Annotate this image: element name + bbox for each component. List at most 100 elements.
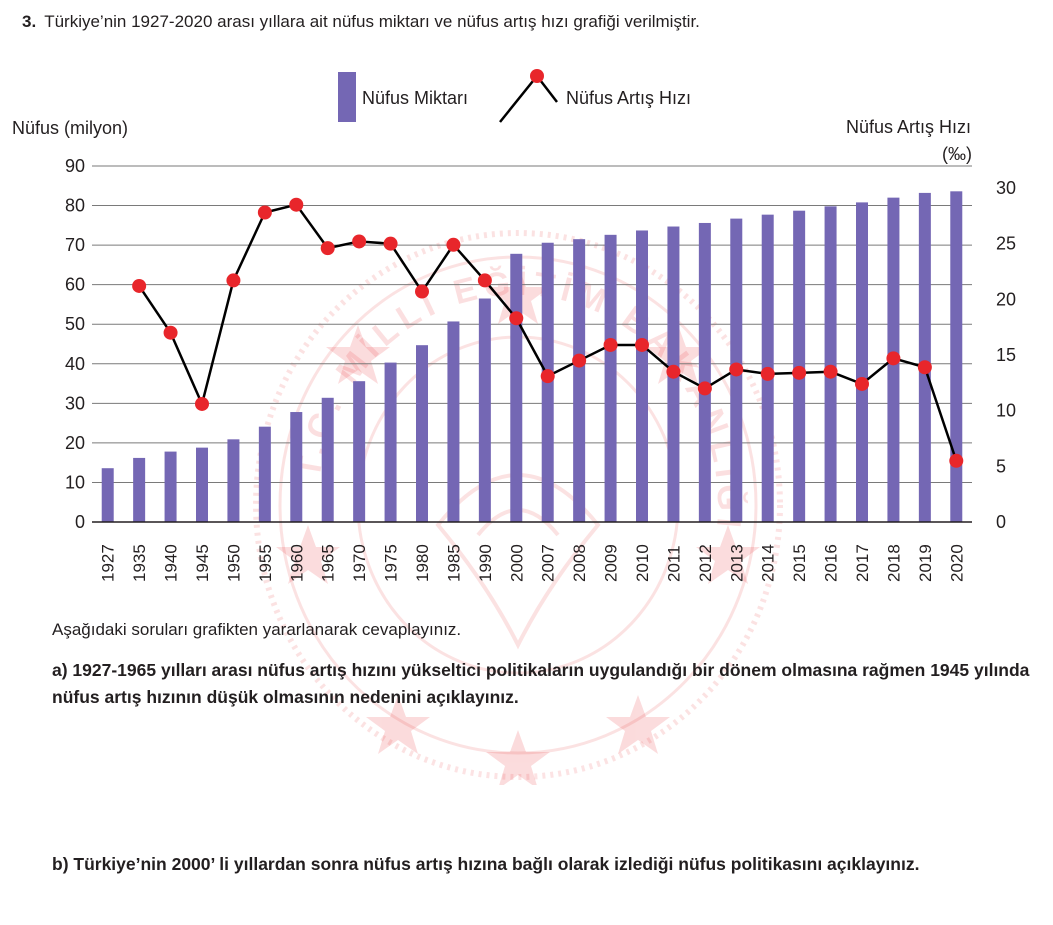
y-left-tick-label: 0 [75, 512, 85, 532]
x-tick-label: 1985 [444, 544, 463, 582]
population-bar [447, 321, 460, 522]
question-header: 3. Türkiye’nin 1927-2020 arası yıllara ai… [22, 12, 700, 32]
growth-rate-point [289, 197, 304, 212]
population-bar [918, 192, 931, 523]
population-bar [133, 457, 146, 522]
y-right-tick-label: 5 [996, 456, 1006, 476]
y-left-axis-title: Nüfus (milyon) [12, 118, 128, 138]
growth-rate-point [226, 273, 241, 288]
x-tick-label: 1975 [382, 544, 401, 582]
population-bars [101, 191, 963, 523]
growth-rate-point [886, 351, 901, 366]
y-left-tick-label: 90 [65, 156, 85, 176]
x-tick-label: 2017 [853, 544, 872, 582]
y-right-tick-label: 15 [996, 345, 1016, 365]
growth-rate-point [949, 453, 964, 468]
x-tick-label: 1935 [130, 544, 149, 582]
legend-bar-label: Nüfus Miktarı [362, 88, 468, 108]
population-bar [510, 253, 523, 522]
population-bar [950, 191, 963, 522]
growth-rate-point [697, 381, 712, 396]
population-bar [604, 234, 617, 522]
question-text: Türkiye’nin 1927-2020 arası yıllara ait … [44, 12, 700, 31]
growth-rate-point [132, 278, 147, 293]
growth-rate-point [446, 237, 461, 252]
x-tick-label: 2010 [633, 544, 652, 582]
growth-rate-point [383, 236, 398, 251]
y-left-tick-label: 20 [65, 433, 85, 453]
growth-rate-point [163, 325, 178, 340]
legend-line-marker [530, 69, 544, 83]
growth-rate-line [132, 197, 964, 468]
question-b: b) Türkiye’nin 2000’ li yıllardan sonra … [52, 854, 920, 874]
x-tick-label: 1927 [99, 544, 118, 582]
y-right-axis-unit: (‰) [942, 144, 972, 164]
y-left-tick-label: 80 [65, 196, 85, 216]
growth-rate-point [477, 273, 492, 288]
legend-line-swatch [499, 73, 558, 123]
growth-rate-point [540, 369, 555, 384]
y-left-tick-label: 50 [65, 314, 85, 334]
growth-rate-point [415, 284, 429, 299]
grid-lines [92, 165, 972, 483]
x-tick-label: 1940 [162, 544, 181, 582]
axes: 0 10 20 30 40 50 60 70 80 90 0 5 10 15 20 25 30 1927 1935 1… [65, 156, 1016, 582]
x-tick-label: 2015 [790, 544, 809, 582]
y-right-tick-label: 20 [996, 289, 1016, 309]
legend-line-label: Nüfus Artış Hızı [566, 88, 691, 108]
growth-rate-point [917, 360, 932, 375]
y-left-tick-label: 30 [65, 393, 85, 413]
y-left-tick-label: 60 [65, 275, 85, 295]
y-right-tick-label: 25 [996, 234, 1016, 254]
population-bar [856, 202, 868, 522]
x-tick-label: 2012 [696, 544, 715, 582]
population-bar [196, 447, 208, 522]
y-right-axis-title: Nüfus Artış Hızı [846, 117, 971, 137]
growth-rate-point [195, 396, 209, 411]
population-bar [290, 412, 303, 522]
y-right-tick-label: 10 [996, 401, 1016, 421]
x-tick-label: 2007 [539, 544, 558, 582]
x-tick-label: 2013 [727, 544, 746, 582]
x-tick-label: 2019 [916, 544, 935, 582]
population-bar [101, 468, 114, 522]
x-tick-label: 2014 [759, 544, 778, 582]
legend-bar-swatch [338, 72, 356, 122]
y-right-tick-label: 30 [996, 178, 1016, 198]
growth-rate-point [666, 364, 681, 379]
growth-rate-point [320, 241, 335, 256]
question-number: 3. [22, 12, 37, 31]
x-tick-label: 2011 [664, 545, 683, 582]
x-tick-label: 1950 [224, 544, 243, 582]
y-left-tick-label: 10 [65, 472, 85, 492]
population-bar [258, 426, 271, 522]
x-tick-label: 1945 [193, 544, 212, 582]
y-right-tick-label: 0 [996, 512, 1006, 532]
population-bar [227, 439, 240, 522]
growth-rate-point [855, 376, 869, 391]
growth-rate-point [729, 362, 744, 377]
population-bar [824, 206, 837, 522]
x-tick-label: 2016 [822, 544, 841, 582]
growth-rate-point [352, 234, 367, 249]
population-bar [164, 451, 177, 522]
x-tick-label: 2009 [602, 544, 621, 582]
x-tick-label: 2018 [884, 544, 903, 582]
instructions: Aşağıdaki soruları grafikten yararlanara… [52, 620, 462, 639]
growth-rate-point [792, 365, 807, 380]
x-tick-label: 1970 [350, 544, 369, 582]
population-bar [573, 239, 586, 522]
population-bar [416, 345, 428, 522]
growth-rate-point [603, 337, 618, 352]
population-bar [384, 362, 397, 522]
x-tick-label: 1980 [413, 544, 432, 582]
population-bar [636, 230, 648, 522]
population-bar [478, 298, 491, 522]
x-tick-label: 2000 [507, 544, 526, 582]
growth-rate-point [509, 311, 524, 326]
x-tick-label: 1990 [476, 544, 495, 582]
x-tick-label: 2008 [570, 544, 589, 582]
question-a: a) 1927-1965 yılları arası nüfus artış h… [52, 660, 1030, 707]
growth-rate-point [635, 337, 649, 352]
growth-rate-point [823, 364, 838, 379]
